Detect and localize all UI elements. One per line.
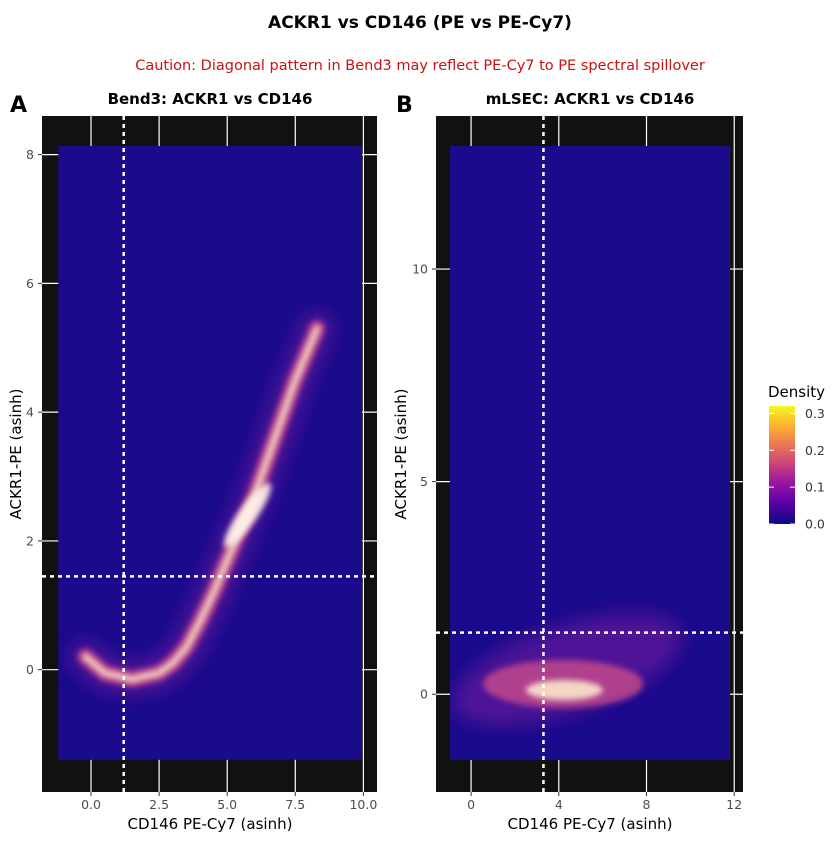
panel-a-density-peak xyxy=(224,483,271,548)
panel-b-x-tick-label-2: 8 xyxy=(643,797,651,812)
legend-ticks: 0.3 0.2 0.1 0.0 xyxy=(769,406,825,532)
panel-b-x-tick-label-3: 12 xyxy=(726,797,742,812)
panel-b-y-tick-label-1: 5 xyxy=(420,474,428,489)
legend-colorbar xyxy=(769,406,795,524)
panel-b-y-tick-label-0: 0 xyxy=(420,687,428,702)
panel-a-x-tick-label-2: 5.0 xyxy=(217,797,237,812)
legend-tick-label-3: 0.0 xyxy=(805,517,825,532)
panel-a-x-tick-label-4: 10.0 xyxy=(349,797,377,812)
panel-b-density-peak xyxy=(525,679,603,700)
panel-b-title: mLSEC: ACKR1 vs CD146 xyxy=(486,90,695,108)
panel-a-y-tick-label-2: 4 xyxy=(26,405,34,420)
panel-b-y-tick-label-2: 10 xyxy=(412,262,428,277)
panel-a-y-tick-label-0: 0 xyxy=(26,662,34,677)
legend-tick-label-0: 0.3 xyxy=(805,406,825,421)
panel-b-axis-ticks: 0 4 8 12 0 5 10 xyxy=(412,262,742,812)
panel-a-y-tick-label-1: 2 xyxy=(26,533,34,548)
panel-a-x-tick-label-0: 0.0 xyxy=(81,797,101,812)
panel-a-y-tick-label-3: 6 xyxy=(26,276,34,291)
panel-a-label: A xyxy=(10,93,27,118)
panel-a-axis-ticks: 0.0 2.5 5.0 7.5 10.0 0 2 4 6 8 xyxy=(26,147,377,812)
panel-a-ylabel: ACKR1-PE (asinh) xyxy=(7,389,25,520)
panel-b-ylabel: ACKR1-PE (asinh) xyxy=(392,389,410,520)
panel-b-x-tick-label-0: 0 xyxy=(467,797,475,812)
panel-b-label: B xyxy=(396,93,413,118)
legend-tick-label-1: 0.2 xyxy=(805,443,825,458)
panel-b-x-tick-label-1: 4 xyxy=(555,797,563,812)
legend-title: Density xyxy=(768,383,825,401)
panel-b-heatmap xyxy=(450,146,730,760)
panel-b: B mLSEC: ACKR1 vs CD146 0 4 8 12 0 5 10 CD146 … xyxy=(392,90,743,833)
figure-title: ACKR1 vs CD146 (PE vs PE-Cy7) xyxy=(268,13,572,33)
panel-a-title: Bend3: ACKR1 vs CD146 xyxy=(108,90,313,108)
panel-a-xlabel: CD146 PE-Cy7 (asinh) xyxy=(128,815,293,833)
panel-a-x-tick-label-3: 7.5 xyxy=(285,797,305,812)
density-legend: Density 0.3 0.2 0.1 0.0 xyxy=(768,383,825,532)
legend-tick-label-2: 0.1 xyxy=(805,480,825,495)
panel-b-xlabel: CD146 PE-Cy7 (asinh) xyxy=(508,815,673,833)
panel-a-x-tick-label-1: 2.5 xyxy=(149,797,169,812)
panel-b-density xyxy=(452,613,683,726)
panel-a-y-tick-label-4: 8 xyxy=(26,147,34,162)
figure-subtitle: Caution: Diagonal pattern in Bend3 may r… xyxy=(135,58,705,74)
panel-a-heatmap xyxy=(58,146,362,760)
panel-a: A Bend3: ACKR1 vs CD146 0.0 2.5 5.0 7.5 10.0… xyxy=(7,90,377,833)
